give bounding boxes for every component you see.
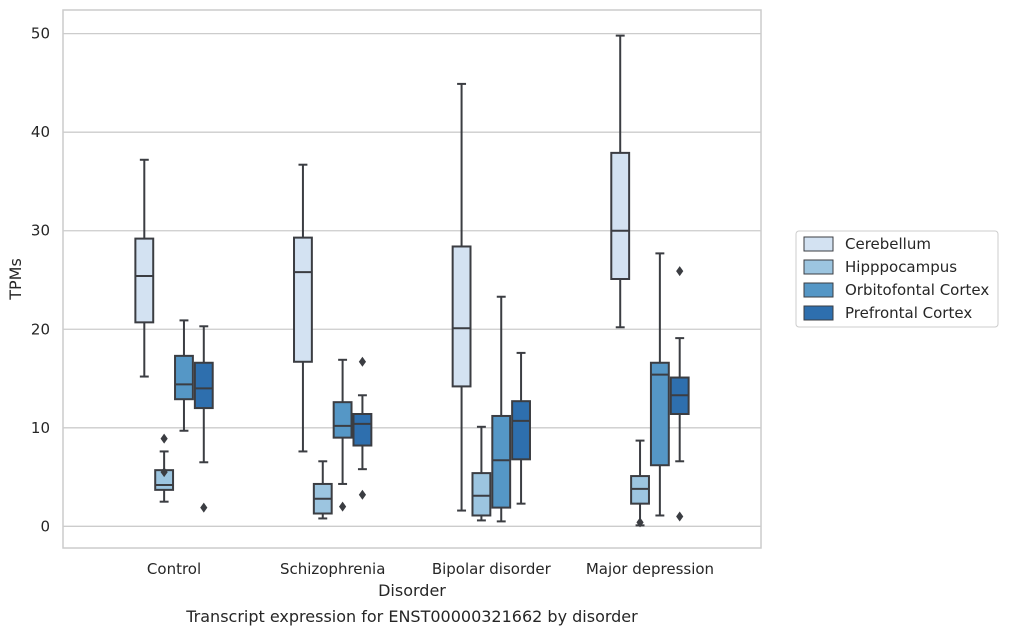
y-tick-labels: 0 10 20 30 40 50 [31,25,50,536]
x-tick-label-4: Major depression [586,560,714,578]
box-iqr [491,414,512,509]
box-4-3 [511,351,531,505]
outlier-point [358,489,367,500]
legend-item-2: Hipppocampus [803,258,957,276]
outlier-point [676,511,684,522]
box-iqr [193,361,214,410]
legend-swatch [803,282,834,298]
outlier-point [676,266,684,277]
legend-item-3: Orbitofontal Cortex [803,281,989,299]
plot-area-frame [62,9,762,549]
box-3-4 [649,252,670,517]
box-iqr [610,151,631,280]
box-3-3 [491,295,512,523]
legend-item-1: Cerebellum [803,235,931,253]
x-axis-label: Disorder [378,581,446,600]
box-iqr [471,472,492,517]
outlier-point [200,502,208,513]
box-3-1 [174,319,194,432]
box-3-2 [332,358,353,512]
chart-caption: Transcript expression for ENST0000032166… [185,607,638,626]
box-2-4 [630,439,650,528]
boxes-layer [134,34,690,528]
box-iqr [511,400,531,461]
outlier-point [338,501,347,512]
x-tick-labels: Control Schizophrenia Bipolar disorder Majo… [147,560,714,578]
legend-frame [795,230,999,328]
outlier-point [636,517,644,528]
legend: Cerebellum Hipppocampus Orbitofontal Corte… [795,230,999,328]
outlier-point [358,356,367,367]
box-4-2 [352,356,373,500]
box-1-1 [134,158,155,378]
box-iqr [134,237,155,324]
legend-item-4: Prefrontal Cortex [803,304,972,322]
box-iqr [293,236,313,363]
box-2-2 [312,460,333,520]
box-2-1 [154,433,175,503]
box-1-2 [293,163,313,453]
outlier-point [160,467,168,478]
x-tick-label-2: Schizophrenia [280,560,385,578]
box-iqr [352,412,373,447]
legend-label: Orbitofontal Cortex [845,281,989,299]
box-iqr [451,245,472,388]
box-4-4 [669,266,690,522]
y-axis-label: TPMs [6,258,25,301]
legend-swatch [803,259,834,275]
outlier-point [160,433,168,444]
x-tick-label-3: Bipolar disorder [432,560,552,578]
box-1-4 [610,34,631,329]
x-tick-label-1: Control [147,560,201,578]
box-iqr [174,354,194,401]
legend-label: Cerebellum [845,235,931,253]
box-iqr [332,401,353,439]
box-1-3 [451,82,472,512]
legend-swatch [803,236,834,252]
plot-area-background [63,10,761,548]
box-4-1 [193,325,214,513]
legend-swatch [803,305,834,321]
y-tick-label-40: 40 [31,123,50,141]
legend-label: Prefrontal Cortex [845,304,972,322]
y-tick-label-20: 20 [31,320,50,338]
y-tick-label-30: 30 [31,222,50,240]
y-tick-label-50: 50 [31,25,50,43]
y-tick-label-0: 0 [40,517,50,535]
y-tick-label-10: 10 [31,419,50,437]
y-gridlines [63,32,761,527]
box-iqr [649,361,670,467]
box-2-3 [471,425,492,522]
legend-label: Hipppocampus [845,258,957,276]
